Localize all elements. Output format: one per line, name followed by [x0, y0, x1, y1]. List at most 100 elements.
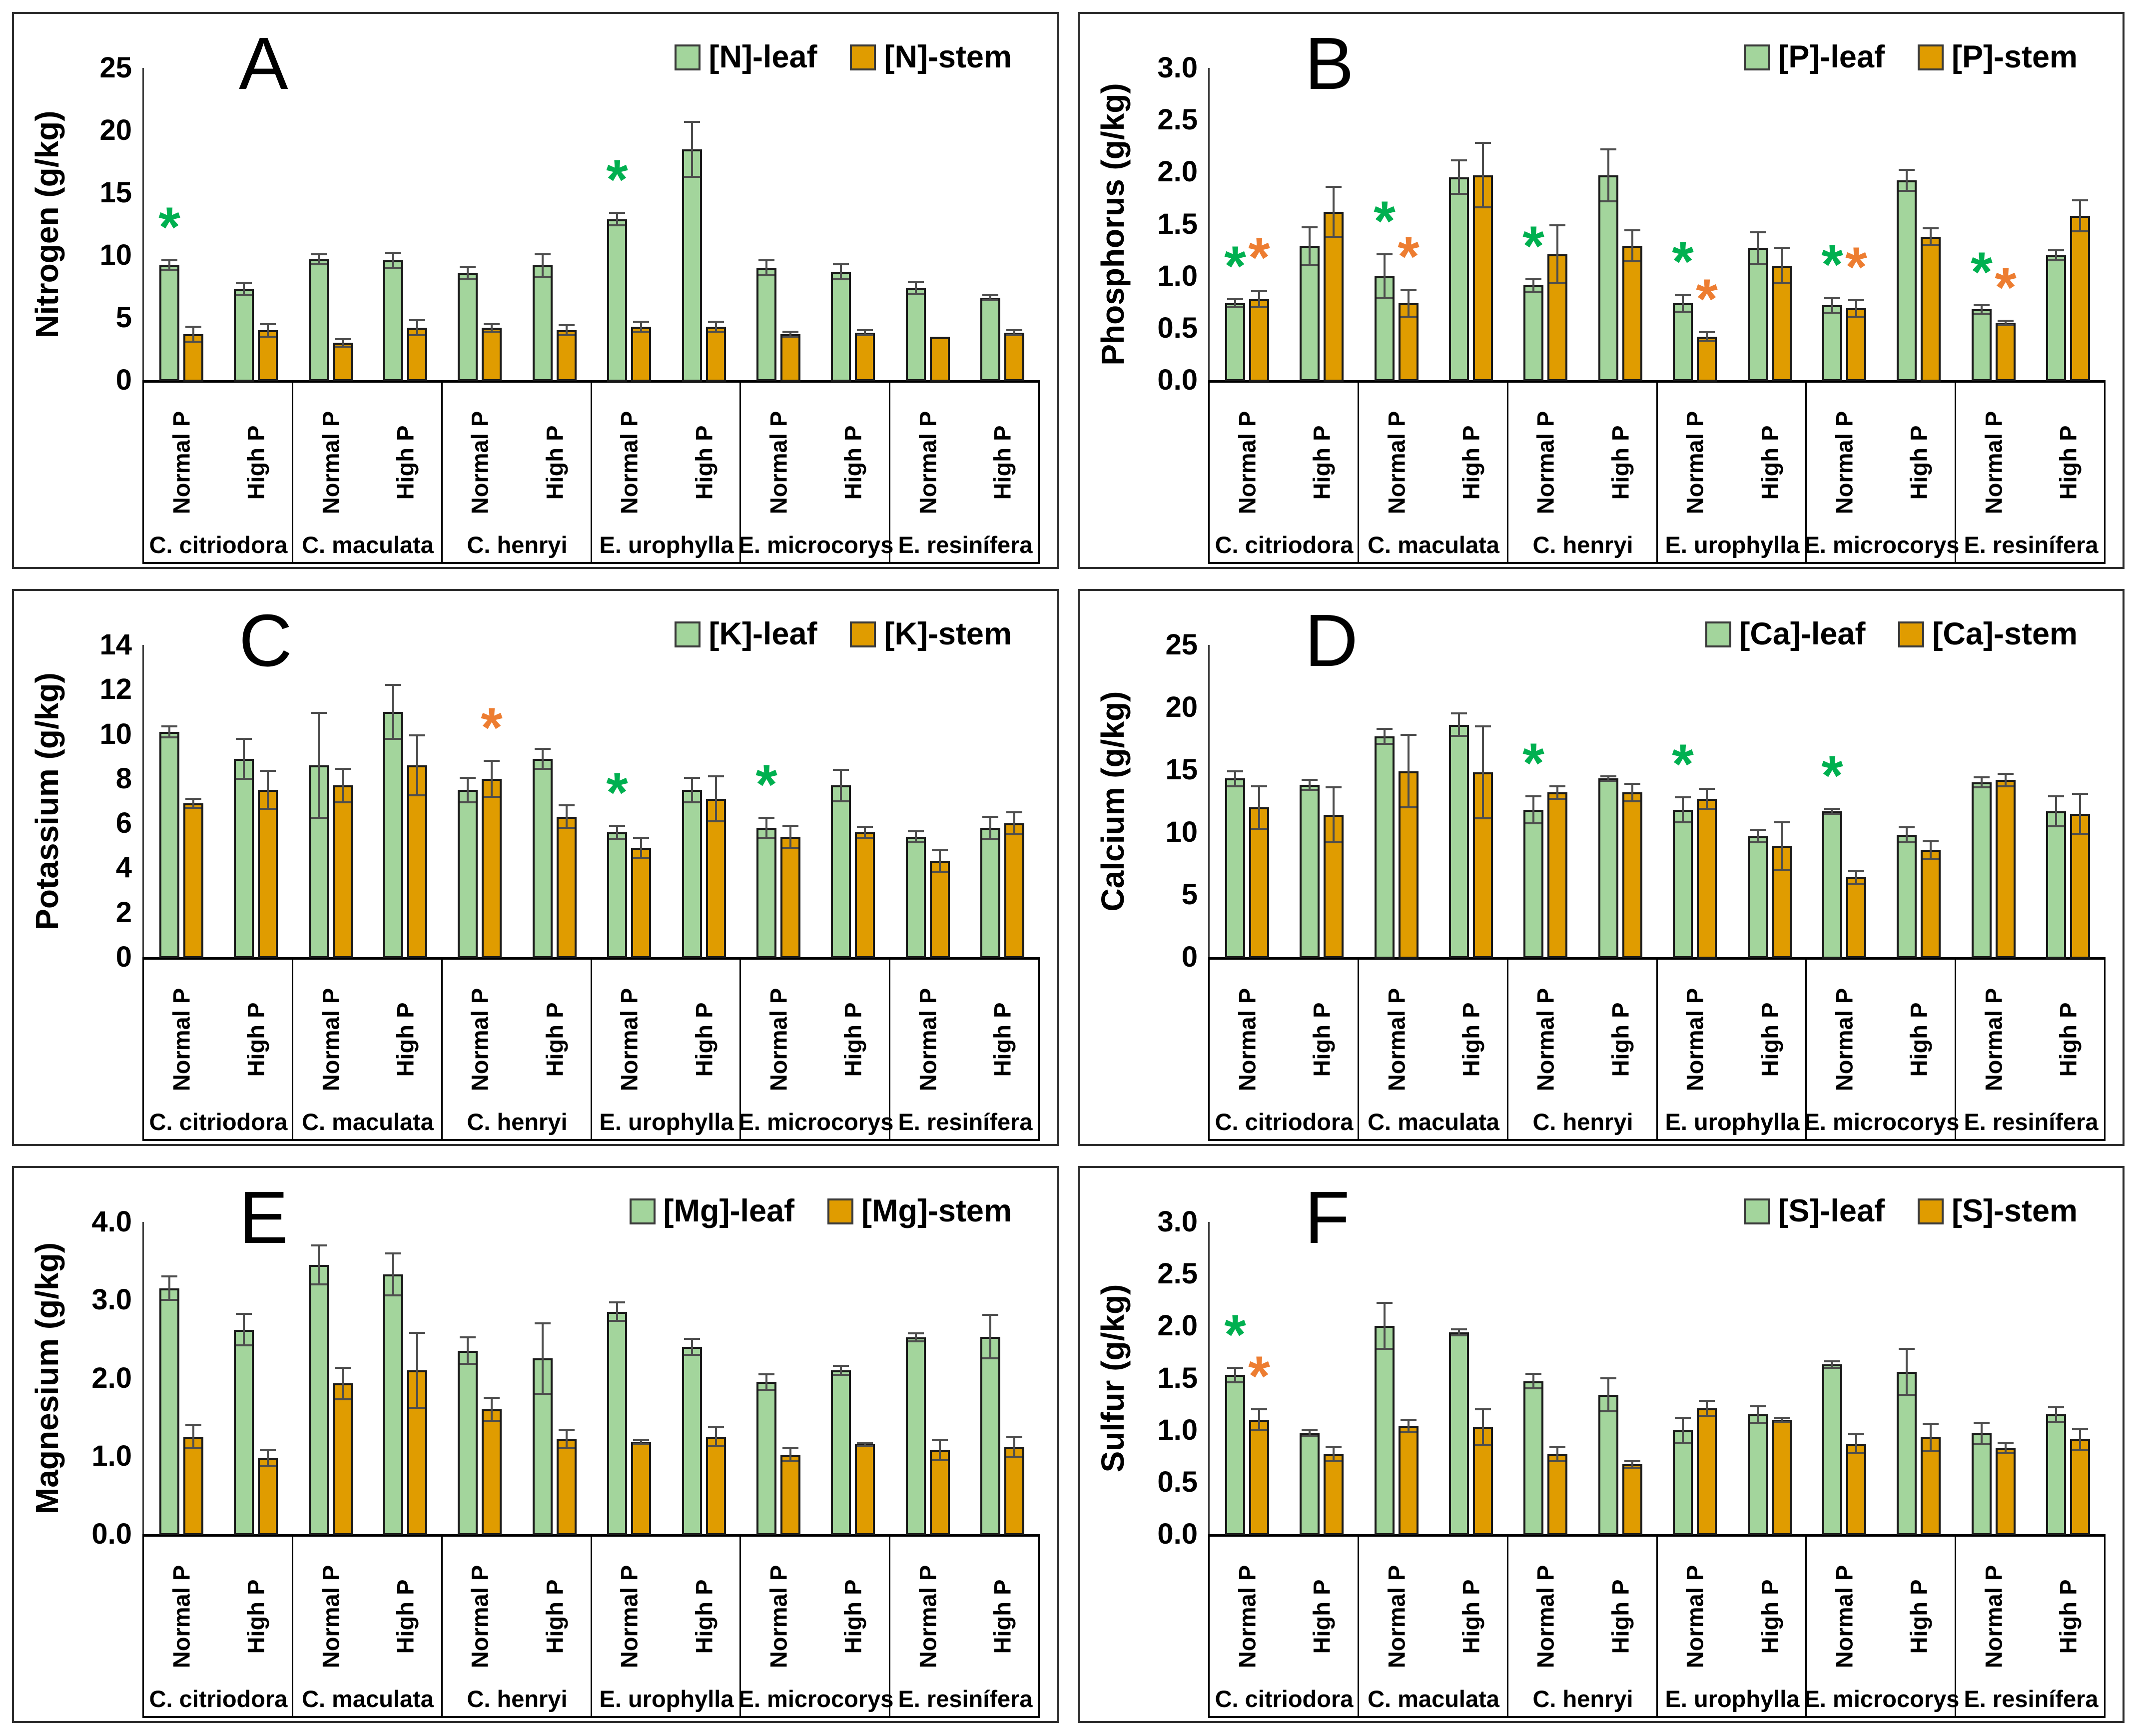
error-bar-cap — [260, 336, 276, 338]
error-bar-cap — [1251, 290, 1267, 292]
error-bar-cap — [2072, 833, 2088, 835]
error-bar-cap — [1624, 783, 1640, 785]
error-bar — [1408, 290, 1410, 317]
error-bar — [542, 749, 544, 769]
error-bar-cap — [782, 1447, 798, 1449]
error-bar — [1384, 1303, 1386, 1349]
error-bar-cap — [161, 259, 177, 261]
y-tick-label: 1.5 — [1157, 208, 1198, 240]
category-band-divider — [1805, 380, 1807, 564]
error-bar-cap — [236, 738, 252, 740]
error-bar — [1831, 1361, 1833, 1368]
error-bar-cap — [311, 263, 327, 265]
category-band-divider — [2104, 380, 2106, 564]
error-bar — [840, 770, 842, 801]
error-bar — [1607, 149, 1609, 201]
error-bar-cap — [1451, 159, 1467, 161]
bar-stem — [258, 330, 278, 381]
treatment-label: Normal P — [1681, 411, 1708, 515]
error-bar-cap — [335, 1367, 351, 1369]
error-bar — [1482, 143, 1484, 207]
error-bar-cap — [1824, 1360, 1840, 1362]
bar-leaf — [1375, 1326, 1395, 1535]
error-bar-cap — [1750, 1405, 1766, 1407]
treatment-label: Normal P — [317, 411, 344, 515]
significance-asterisk: * — [606, 148, 628, 211]
species-label: E. microcorys — [738, 532, 894, 558]
error-bar-cap — [260, 770, 276, 772]
error-bar-cap — [1401, 289, 1417, 291]
species-label: C. maculata — [302, 1686, 434, 1712]
error-bar-cap — [1923, 227, 1939, 229]
significance-asterisk: * — [1224, 235, 1246, 297]
error-bar-cap — [1451, 1328, 1467, 1330]
bar-leaf — [906, 837, 926, 958]
error-bar-cap — [1006, 334, 1022, 336]
error-bar-cap — [335, 346, 351, 348]
y-axis-line — [1208, 68, 1210, 380]
significance-asterisk: * — [1248, 226, 1270, 289]
bar-stem — [1622, 792, 1642, 958]
bar-stem — [1324, 212, 1344, 382]
category-band-divider — [1656, 957, 1658, 1141]
legend: [P]-leaf [P]-stem — [1744, 41, 2078, 73]
error-bar-cap — [1998, 785, 2014, 787]
error-bar-cap — [1525, 795, 1541, 797]
error-bar-cap — [1475, 206, 1491, 208]
error-bar-cap — [1600, 1377, 1616, 1379]
bar-leaf — [1822, 811, 1842, 959]
bar-stem — [631, 1442, 651, 1535]
bar-stem — [1846, 308, 1866, 381]
bar-leaf — [1598, 778, 1618, 958]
error-bar — [1781, 822, 1783, 870]
error-bar — [267, 324, 269, 337]
y-tick-label: 5 — [1181, 878, 1198, 911]
error-bar-cap — [1326, 186, 1342, 188]
error-bar — [715, 1427, 717, 1446]
error-bar — [1532, 279, 1534, 292]
error-bar-cap — [460, 1336, 476, 1338]
significance-asterisk: * — [755, 753, 777, 816]
error-bar-cap — [385, 1294, 401, 1296]
bar-leaf — [383, 1274, 403, 1535]
error-bar-cap — [684, 176, 700, 178]
error-bar-cap — [1824, 813, 1840, 815]
error-bar — [1981, 1423, 1983, 1444]
bar-leaf — [2046, 255, 2066, 381]
category-band-divider — [441, 380, 443, 564]
error-bar-cap — [982, 816, 998, 818]
bar-stem — [333, 785, 353, 958]
legend-item-stem: [Ca]-stem — [1898, 618, 2078, 650]
error-bar-cap — [932, 1459, 948, 1461]
category-band-divider — [889, 380, 890, 564]
error-bar-cap — [1475, 1444, 1491, 1446]
panel-A: Nitrogen (g/kg) A 0 5 10 15 20 25 [N]-leaf [N]-st… — [12, 12, 1059, 569]
error-bar-cap — [609, 825, 625, 827]
error-bar-cap — [684, 1338, 700, 1340]
error-bar-cap — [1675, 821, 1691, 823]
error-bar-cap — [1699, 1400, 1715, 1402]
bar-stem — [1547, 1454, 1567, 1535]
error-bar — [1013, 1437, 1015, 1457]
category-band-divider — [2104, 957, 2106, 1141]
error-bar — [1906, 170, 1908, 191]
category-band-divider — [292, 1534, 293, 1718]
species-label: C. citriodora — [149, 1686, 288, 1712]
bar-leaf — [1673, 1430, 1693, 1535]
bar-leaf — [607, 1312, 627, 1535]
error-bar-cap — [684, 121, 700, 123]
error-bar-cap — [185, 1447, 201, 1449]
error-bar-cap — [559, 804, 575, 806]
error-bar — [640, 322, 642, 332]
error-bar — [1706, 1401, 1708, 1415]
error-bar-cap — [932, 871, 948, 873]
bar-stem — [855, 832, 875, 958]
error-bar — [1384, 254, 1386, 298]
treatment-label: Normal P — [765, 411, 792, 515]
bar-stem — [631, 327, 651, 382]
bar-leaf — [1748, 248, 1768, 381]
error-bar-cap — [1549, 1460, 1565, 1462]
error-bar — [1234, 299, 1236, 308]
error-bar-cap — [161, 736, 177, 738]
treatment-label: High P — [989, 1579, 1016, 1654]
